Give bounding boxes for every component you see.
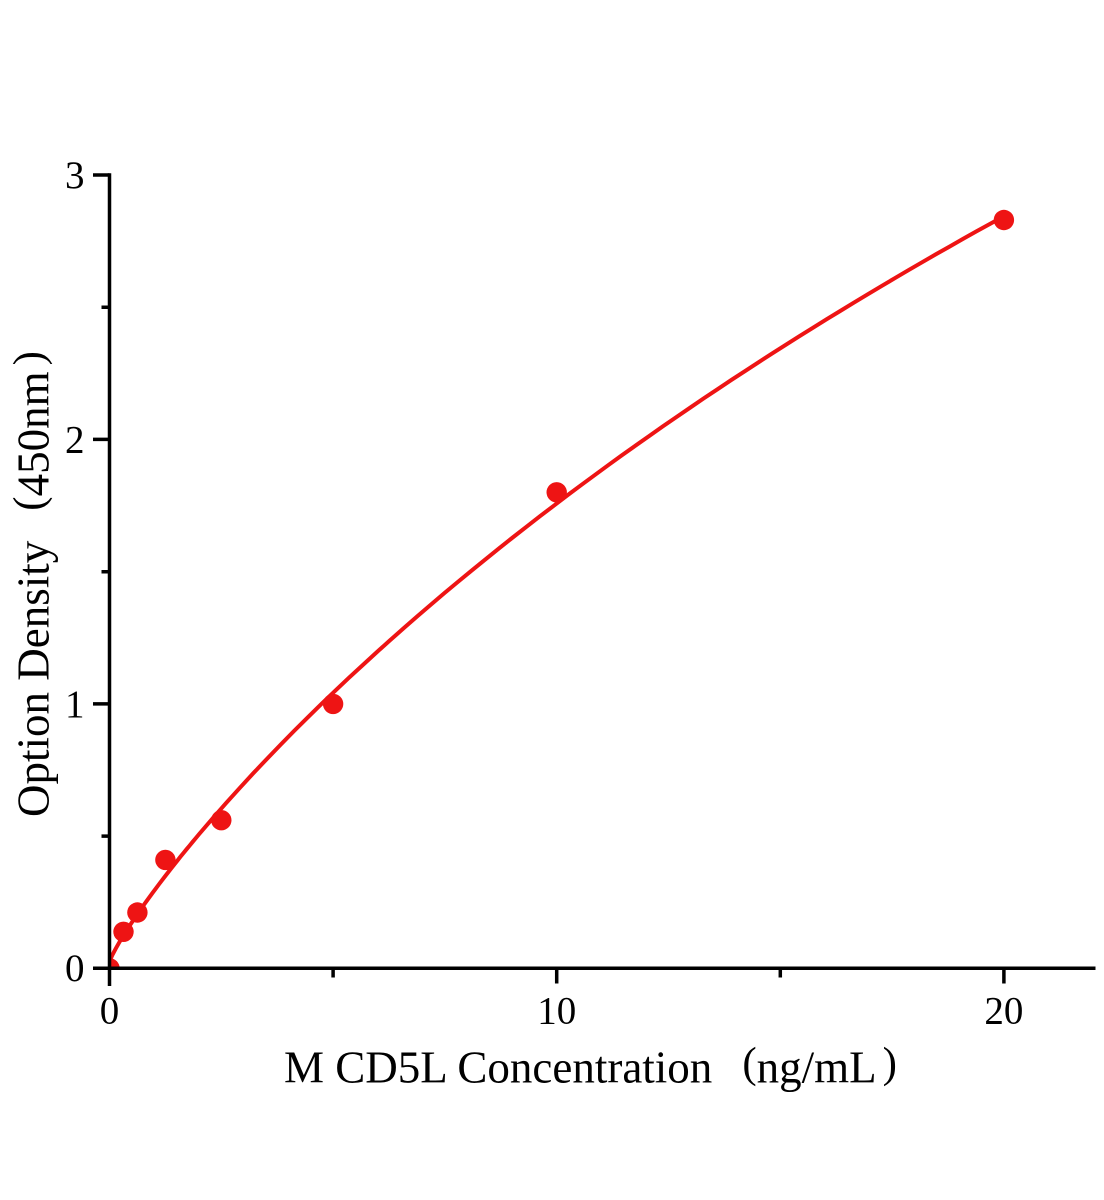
- svg-text:Option Density(450nm): Option Density(450nm): [6, 351, 59, 817]
- svg-text:3: 3: [65, 154, 85, 197]
- svg-text:M CD5L Concentration(ng/mL): M CD5L Concentration (ng/mL): [284, 1040, 897, 1093]
- svg-text:20: 20: [984, 990, 1023, 1033]
- svg-text:0: 0: [100, 990, 120, 1033]
- svg-text:2: 2: [65, 418, 85, 461]
- svg-text:1: 1: [65, 683, 85, 726]
- svg-text:10: 10: [537, 990, 576, 1033]
- svg-text:0: 0: [65, 947, 85, 990]
